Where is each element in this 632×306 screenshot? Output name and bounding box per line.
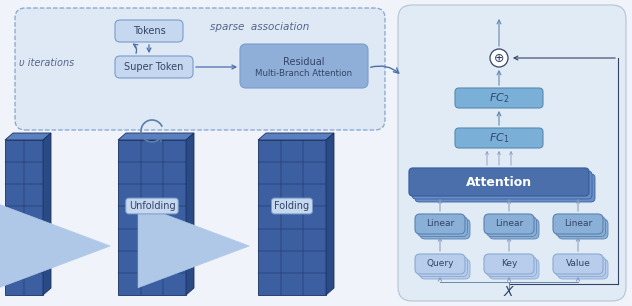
FancyBboxPatch shape bbox=[487, 217, 537, 237]
FancyBboxPatch shape bbox=[420, 219, 470, 239]
Text: $X$: $X$ bbox=[503, 285, 515, 299]
FancyBboxPatch shape bbox=[455, 88, 543, 108]
FancyBboxPatch shape bbox=[415, 174, 595, 202]
FancyBboxPatch shape bbox=[487, 256, 537, 277]
FancyBboxPatch shape bbox=[558, 259, 608, 279]
Text: $FC_1$: $FC_1$ bbox=[489, 131, 509, 145]
FancyBboxPatch shape bbox=[398, 5, 626, 301]
FancyBboxPatch shape bbox=[553, 214, 603, 234]
Text: Tokens: Tokens bbox=[133, 26, 166, 36]
FancyBboxPatch shape bbox=[489, 259, 539, 279]
FancyBboxPatch shape bbox=[553, 254, 603, 274]
Text: Super Token: Super Token bbox=[125, 62, 184, 72]
Text: Folding: Folding bbox=[274, 201, 310, 211]
Text: Residual: Residual bbox=[283, 57, 325, 67]
Polygon shape bbox=[258, 133, 334, 140]
Polygon shape bbox=[5, 133, 51, 140]
Text: υ iterations: υ iterations bbox=[19, 58, 74, 68]
FancyBboxPatch shape bbox=[455, 128, 543, 148]
Text: $FC_2$: $FC_2$ bbox=[489, 91, 509, 105]
Text: Key: Key bbox=[501, 259, 517, 268]
Text: Linear: Linear bbox=[564, 219, 592, 229]
FancyBboxPatch shape bbox=[415, 254, 465, 274]
Polygon shape bbox=[5, 140, 43, 295]
FancyBboxPatch shape bbox=[115, 56, 193, 78]
FancyBboxPatch shape bbox=[412, 171, 592, 199]
Polygon shape bbox=[118, 140, 186, 295]
Polygon shape bbox=[186, 133, 194, 295]
Polygon shape bbox=[326, 133, 334, 295]
FancyBboxPatch shape bbox=[15, 8, 385, 130]
FancyBboxPatch shape bbox=[418, 256, 468, 277]
FancyBboxPatch shape bbox=[556, 217, 605, 237]
FancyBboxPatch shape bbox=[484, 254, 534, 274]
Text: Unfolding: Unfolding bbox=[129, 201, 175, 211]
FancyBboxPatch shape bbox=[556, 256, 605, 277]
Polygon shape bbox=[43, 133, 51, 295]
Text: Attention: Attention bbox=[466, 176, 532, 188]
Text: Linear: Linear bbox=[426, 219, 454, 229]
Text: Value: Value bbox=[566, 259, 590, 268]
FancyBboxPatch shape bbox=[558, 219, 608, 239]
Text: Linear: Linear bbox=[495, 219, 523, 229]
FancyBboxPatch shape bbox=[489, 219, 539, 239]
FancyBboxPatch shape bbox=[418, 217, 468, 237]
FancyBboxPatch shape bbox=[420, 259, 470, 279]
Text: Multi-Branch Attention: Multi-Branch Attention bbox=[255, 69, 353, 77]
FancyBboxPatch shape bbox=[415, 214, 465, 234]
FancyBboxPatch shape bbox=[409, 168, 589, 196]
FancyBboxPatch shape bbox=[115, 20, 183, 42]
Text: sparse  association: sparse association bbox=[210, 22, 310, 32]
FancyBboxPatch shape bbox=[484, 214, 534, 234]
Polygon shape bbox=[258, 140, 326, 295]
Text: Query: Query bbox=[426, 259, 454, 268]
FancyBboxPatch shape bbox=[240, 44, 368, 88]
Polygon shape bbox=[118, 133, 194, 140]
Circle shape bbox=[490, 49, 508, 67]
Text: $\oplus$: $\oplus$ bbox=[494, 51, 504, 65]
